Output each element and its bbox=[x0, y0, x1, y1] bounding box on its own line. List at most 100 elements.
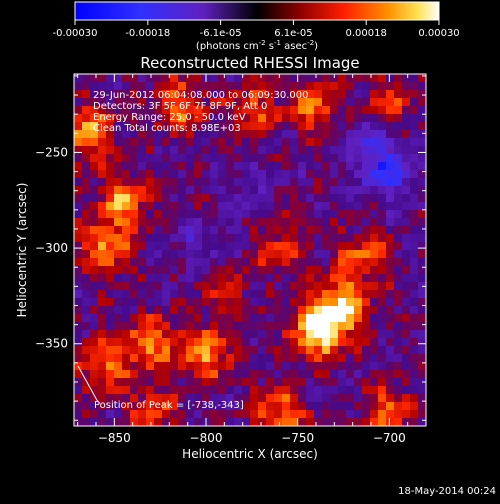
heatmap-cell bbox=[378, 306, 387, 315]
heatmap-cell bbox=[394, 362, 403, 371]
heatmap-cell bbox=[226, 338, 235, 347]
heatmap-cell bbox=[282, 394, 291, 403]
heatmap-cell bbox=[186, 258, 195, 267]
heatmap-cell bbox=[346, 370, 355, 379]
heatmap-cell bbox=[114, 98, 123, 107]
heatmap-cell bbox=[170, 122, 179, 131]
heatmap-cell bbox=[306, 410, 315, 419]
heatmap-cell bbox=[402, 370, 411, 379]
heatmap-cell bbox=[210, 338, 219, 347]
heatmap-cell bbox=[194, 282, 203, 291]
heatmap-cell bbox=[250, 138, 259, 147]
heatmap-cell bbox=[218, 154, 227, 163]
heatmap-cell bbox=[202, 330, 211, 339]
heatmap-cell bbox=[346, 274, 355, 283]
heatmap-cell bbox=[290, 266, 299, 275]
heatmap-cell bbox=[274, 394, 283, 403]
heatmap-cell bbox=[362, 218, 371, 227]
heatmap-cell bbox=[394, 402, 403, 411]
heatmap-cell bbox=[90, 402, 99, 411]
heatmap-cell bbox=[250, 290, 259, 299]
heatmap-image bbox=[74, 74, 426, 426]
heatmap-cell bbox=[114, 410, 123, 419]
heatmap-cell bbox=[378, 162, 387, 171]
image-annotations: 29-Jun-2012 06:04:08.000 to 06:09:30.000… bbox=[93, 90, 309, 134]
heatmap-cell bbox=[346, 410, 355, 419]
heatmap-cell bbox=[114, 298, 123, 307]
heatmap-cell bbox=[226, 90, 235, 99]
heatmap-cell bbox=[98, 138, 107, 147]
heatmap-cell bbox=[250, 154, 259, 163]
heatmap-cell bbox=[186, 346, 195, 355]
heatmap-cell bbox=[234, 386, 243, 395]
heatmap-cell bbox=[410, 266, 419, 275]
heatmap-cell bbox=[354, 122, 363, 131]
y-tick-label: −350 bbox=[35, 337, 68, 351]
heatmap-cell bbox=[122, 266, 131, 275]
heatmap-cell bbox=[258, 306, 267, 315]
heatmap-cell bbox=[330, 362, 339, 371]
heatmap-cell bbox=[410, 314, 419, 323]
heatmap-cell bbox=[210, 330, 219, 339]
heatmap-cell bbox=[306, 82, 315, 91]
heatmap-cell bbox=[274, 298, 283, 307]
heatmap-cell bbox=[410, 250, 419, 259]
heatmap-cell bbox=[258, 242, 267, 251]
heatmap-cell bbox=[258, 130, 267, 139]
heatmap-cell bbox=[394, 226, 403, 235]
heatmap-cell bbox=[282, 130, 291, 139]
heatmap-cell bbox=[122, 346, 131, 355]
heatmap-cell bbox=[346, 314, 355, 323]
heatmap-cell bbox=[186, 370, 195, 379]
heatmap-cell bbox=[306, 146, 315, 155]
heatmap-cell bbox=[362, 162, 371, 171]
heatmap-cell bbox=[226, 154, 235, 163]
heatmap-cell bbox=[346, 402, 355, 411]
heatmap-cell bbox=[378, 202, 387, 211]
heatmap-cell bbox=[98, 226, 107, 235]
heatmap-cell bbox=[210, 82, 219, 91]
heatmap-cell bbox=[330, 154, 339, 163]
heatmap-cell bbox=[314, 338, 323, 347]
heatmap-cell bbox=[282, 194, 291, 203]
heatmap-cell bbox=[170, 82, 179, 91]
heatmap-cell bbox=[122, 242, 131, 251]
heatmap-cell bbox=[322, 138, 331, 147]
heatmap-cell bbox=[370, 98, 379, 107]
heatmap-cell bbox=[178, 330, 187, 339]
heatmap-cell bbox=[202, 274, 211, 283]
heatmap-cell bbox=[354, 202, 363, 211]
heatmap-cell bbox=[138, 106, 147, 115]
heatmap-cell bbox=[106, 370, 115, 379]
heatmap-cell bbox=[386, 322, 395, 331]
heatmap-cell bbox=[298, 330, 307, 339]
heatmap-cell bbox=[290, 322, 299, 331]
heatmap-cell bbox=[98, 122, 107, 131]
heatmap-cell bbox=[242, 74, 251, 83]
heatmap-cell bbox=[146, 298, 155, 307]
heatmap-cell bbox=[242, 362, 251, 371]
heatmap-cell bbox=[234, 218, 243, 227]
heatmap-cell bbox=[90, 106, 99, 115]
heatmap-cell bbox=[282, 378, 291, 387]
heatmap-cell bbox=[250, 218, 259, 227]
heatmap-cell bbox=[314, 194, 323, 203]
heatmap-cell bbox=[378, 418, 387, 426]
heatmap-cell bbox=[178, 338, 187, 347]
heatmap-cell bbox=[178, 106, 187, 115]
heatmap-cell bbox=[330, 146, 339, 155]
heatmap-cell bbox=[402, 234, 411, 243]
heatmap-cell bbox=[242, 386, 251, 395]
heatmap-cell bbox=[258, 202, 267, 211]
heatmap-cell bbox=[354, 74, 363, 83]
heatmap-cell bbox=[98, 410, 107, 419]
heatmap-cell bbox=[82, 114, 91, 123]
heatmap-cell bbox=[186, 386, 195, 395]
heatmap-cell bbox=[90, 234, 99, 243]
heatmap-cell bbox=[306, 210, 315, 219]
heatmap-cell bbox=[330, 306, 339, 315]
heatmap-cell bbox=[338, 138, 347, 147]
heatmap-cell bbox=[370, 138, 379, 147]
heatmap-cell bbox=[338, 402, 347, 411]
heatmap-cell bbox=[154, 122, 163, 131]
